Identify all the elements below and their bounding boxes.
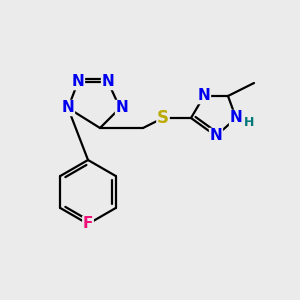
Text: N: N — [198, 88, 210, 104]
Text: N: N — [230, 110, 242, 125]
Text: F: F — [83, 217, 93, 232]
Text: N: N — [102, 74, 114, 89]
Text: N: N — [210, 128, 222, 143]
Text: N: N — [116, 100, 128, 116]
Text: N: N — [72, 74, 84, 89]
Text: N: N — [61, 100, 74, 116]
Text: H: H — [244, 116, 254, 128]
Text: S: S — [157, 109, 169, 127]
